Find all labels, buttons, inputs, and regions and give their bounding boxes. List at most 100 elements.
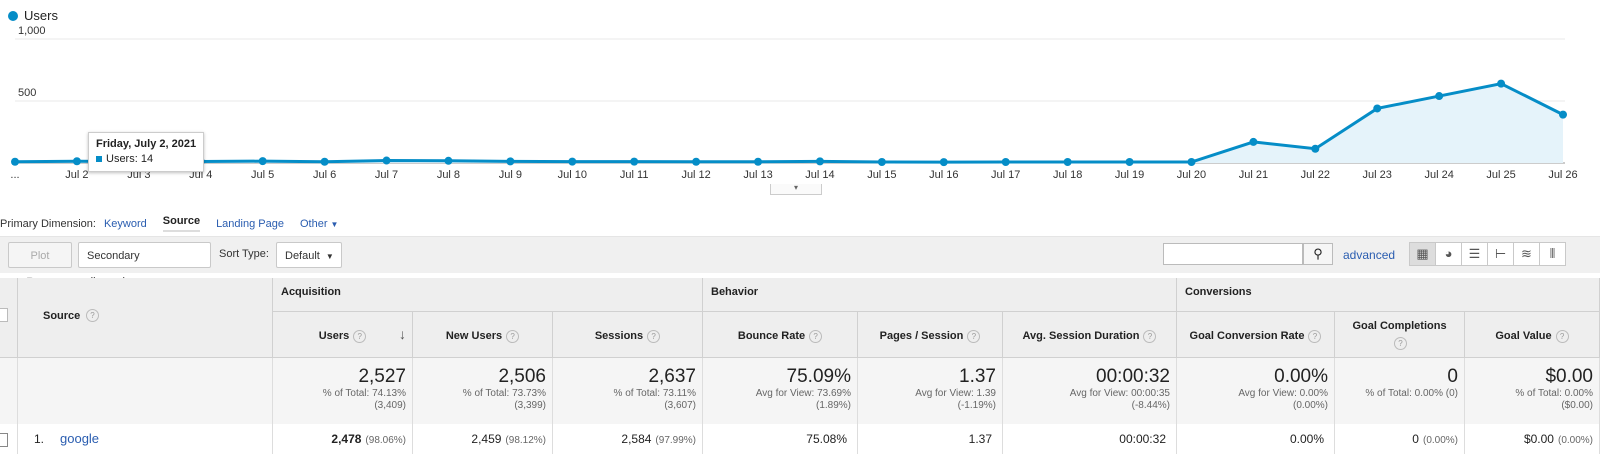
series-area	[15, 83, 1563, 163]
help-icon[interactable]: ?	[1308, 329, 1322, 343]
data-point	[630, 157, 639, 166]
pivot-view-icon[interactable]: ⫴	[1539, 242, 1566, 266]
sort-type-dropdown[interactable]: Default ▼	[276, 242, 342, 268]
new-users-header-label: New Users	[445, 330, 503, 342]
sessions-column-header[interactable]: Sessions?	[553, 312, 703, 358]
users-row-cell: 2,478 (98.06%)	[273, 424, 413, 454]
total-comparison: Avg for View: 1.39	[915, 388, 996, 399]
goal-value-column-header[interactable]: Goal Value?	[1465, 312, 1600, 358]
primary-dim-other[interactable]: Other ▼	[300, 218, 339, 230]
total-comparison-base: ($0.00)	[1561, 400, 1593, 411]
table-toolbar: Plot Rows Secondary dimension▼ Sort Type…	[0, 236, 1600, 288]
tooltip-value-row: Users: 14	[96, 152, 196, 167]
row-index: 1.	[34, 432, 45, 446]
help-icon[interactable]: ?	[809, 329, 823, 343]
advanced-filter-link[interactable]: advanced	[1343, 248, 1396, 262]
goal-conversion-rate-column-header[interactable]: Goal Conversion Rate?	[1177, 312, 1335, 358]
help-icon[interactable]: ?	[1143, 329, 1157, 343]
users-column-header[interactable]: Users? ↓	[273, 312, 413, 358]
x-tick-label: ...	[10, 169, 19, 181]
search-icon[interactable]: ⚲	[1303, 243, 1333, 265]
total-comparison-base: (0.00%)	[1292, 400, 1328, 411]
data-point	[382, 156, 391, 165]
avg-session-duration-column-header[interactable]: Avg. Session Duration?	[1003, 312, 1177, 358]
help-icon[interactable]: ?	[353, 329, 367, 343]
primary-dim-landing-page[interactable]: Landing Page	[216, 217, 284, 230]
x-tick-label: Jul 2	[65, 169, 88, 181]
help-icon[interactable]: ?	[967, 329, 981, 343]
goal-completions-column-header[interactable]: Goal Completions?	[1335, 312, 1465, 358]
row-percent: (98.12%)	[505, 435, 546, 446]
row-percent: (97.99%)	[655, 435, 696, 446]
goal-conversion-rate-header-label: Goal Conversion Rate	[1189, 330, 1305, 342]
total-comparison-base: (-8.44%)	[1131, 400, 1170, 411]
table-view-icon[interactable]: ▦	[1409, 242, 1436, 266]
help-icon[interactable]: ?	[647, 329, 661, 343]
pages-per-session-total-cell: 1.37 Avg for View: 1.39 (-1.19%)	[858, 358, 1003, 424]
plot-rows-button[interactable]: Plot Rows	[8, 242, 72, 288]
x-tick-label: Jul 11	[620, 169, 649, 181]
chart-tooltip: Friday, July 2, 2021 Users: 14	[88, 132, 205, 172]
x-tick-label: Jul 18	[1053, 169, 1082, 181]
series-color-dot	[8, 10, 18, 21]
row-source-link[interactable]: google	[60, 431, 100, 446]
primary-dim-keyword[interactable]: Keyword	[103, 217, 147, 230]
x-tick-label: Jul 12	[681, 169, 710, 181]
performance-view-icon[interactable]: ☰	[1461, 242, 1488, 266]
bounce-rate-row-cell: 75.08%	[703, 424, 858, 454]
sessions-header-label: Sessions	[594, 330, 644, 342]
pages-per-session-column-header[interactable]: Pages / Session?	[858, 312, 1003, 358]
term-cloud-view-icon[interactable]: ≋	[1513, 242, 1540, 266]
chevron-down-icon: ▼	[325, 252, 334, 261]
pages-per-session-row-cell: 1.37	[858, 424, 1003, 454]
x-tick-label: Jul 3	[127, 169, 150, 181]
bounce-rate-column-header[interactable]: Bounce Rate?	[703, 312, 858, 358]
total-value: 2,506	[498, 366, 546, 387]
x-tick-label: Jul 5	[251, 169, 274, 181]
select-all-checkbox[interactable]	[0, 308, 8, 322]
pie-view-icon[interactable]: ◕	[1435, 242, 1462, 266]
table-search-input[interactable]	[1163, 243, 1303, 265]
new-users-column-header[interactable]: New Users?	[413, 312, 553, 358]
chart-collapse-handle[interactable]: ▾	[770, 184, 822, 195]
help-icon[interactable]: ?	[86, 309, 99, 322]
x-tick-label: Jul 17	[991, 169, 1020, 181]
goal-conversion-rate-row-cell: 0.00%	[1177, 424, 1335, 454]
totals-spacer	[0, 358, 18, 424]
total-comparison: % of Total: 0.00% (0)	[1365, 388, 1458, 399]
y-tick-label: 500	[18, 87, 36, 99]
totals-label-cell	[18, 358, 273, 424]
secondary-dimension-dropdown[interactable]: Secondary dimension▼	[78, 242, 211, 288]
sort-type-value: Default	[285, 250, 320, 262]
total-comparison-base: (-1.19%)	[957, 400, 996, 411]
data-point	[1311, 144, 1320, 153]
total-comparison: % of Total: 0.00%	[1515, 388, 1593, 399]
tooltip-date: Friday, July 2, 2021	[96, 138, 197, 150]
primary-dim-source[interactable]: Source	[162, 215, 201, 232]
row-checkbox[interactable]	[0, 433, 8, 447]
comparison-view-icon[interactable]: ⊢	[1487, 242, 1514, 266]
help-icon[interactable]: ?	[1555, 329, 1569, 343]
source-header-label: Source	[43, 310, 81, 322]
data-point	[72, 157, 81, 166]
x-tick-label: Jul 15	[867, 169, 896, 181]
help-icon[interactable]: ?	[506, 329, 520, 343]
row-value: 00:00:32	[1119, 432, 1166, 446]
total-value: 2,527	[358, 366, 406, 387]
view-switcher: ▦ ◕ ☰ ⊢ ≋ ⫴	[1409, 242, 1566, 266]
series-line-users	[14, 82, 1564, 164]
acquisition-label: Acquisition	[281, 286, 341, 298]
x-tick-label: Jul 23	[1363, 169, 1392, 181]
sort-descending-icon[interactable]: ↓	[399, 326, 406, 342]
pages-per-session-header-label: Pages / Session	[879, 330, 964, 342]
data-point	[1497, 79, 1506, 88]
row-value: 2,459	[471, 432, 502, 446]
help-icon[interactable]: ?	[1394, 337, 1407, 350]
source-column-header[interactable]: Source ?	[18, 278, 273, 358]
x-tick-label: Jul 22	[1301, 169, 1330, 181]
users-line-chart[interactable]: 500 1,000... Jul 2 Jul 3 Jul 4 Jul 5 Jul 6 Jul …	[0, 25, 1600, 185]
data-point	[1063, 158, 1072, 167]
x-tick-label: Jul 14	[805, 169, 834, 181]
row-value: 2,584	[621, 432, 652, 446]
chevron-down-icon: ▼	[330, 219, 339, 229]
